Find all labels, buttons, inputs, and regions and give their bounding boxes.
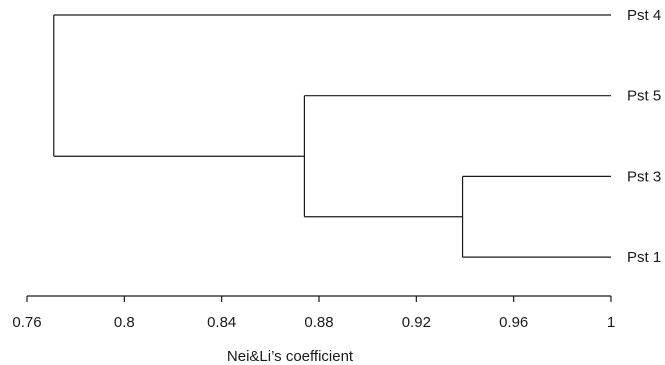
x-tick-label-0-76: 0.76 [12, 314, 41, 331]
x-tick-label-0-84: 0.84 [207, 314, 236, 331]
x-tick-label-0-96: 0.96 [499, 314, 528, 331]
x-axis: 0.76 0.8 0.84 0.88 0.92 0.96 1 [12, 295, 615, 331]
leaf-label-pst-4: Pst 4 [627, 7, 661, 24]
x-tick-label-0-92: 0.92 [402, 314, 431, 331]
x-tick-label-0-8: 0.8 [114, 314, 135, 331]
dendrogram-tree [53, 14, 611, 258]
x-axis-title: Nei&Li’s coefficient [227, 348, 354, 365]
x-tick-label-1: 1 [607, 314, 615, 331]
leaf-labels: Pst 4 Pst 5 Pst 3 Pst 1 [627, 7, 661, 266]
leaf-label-pst-3: Pst 3 [627, 168, 661, 185]
leaf-label-pst-1: Pst 1 [627, 249, 661, 266]
x-tick-label-0-88: 0.88 [304, 314, 333, 331]
leaf-label-pst-5: Pst 5 [627, 88, 661, 105]
